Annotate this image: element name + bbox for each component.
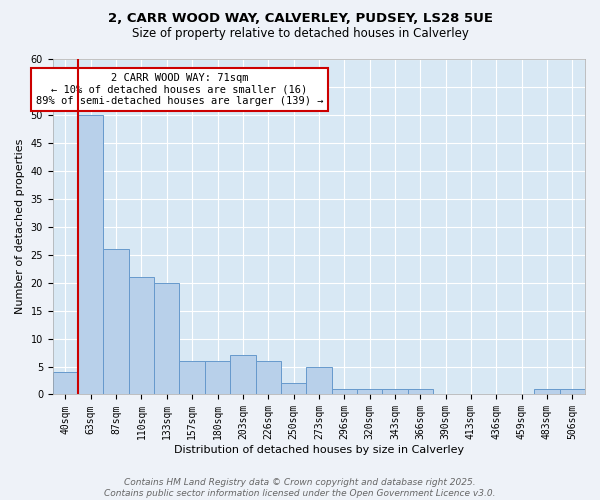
Bar [382,389,407,394]
Bar [535,389,560,394]
Text: 2, CARR WOOD WAY, CALVERLEY, PUDSEY, LS28 5UE: 2, CARR WOOD WAY, CALVERLEY, PUDSEY, LS2… [107,12,493,26]
Bar [560,389,585,394]
Bar [179,361,205,394]
Text: Size of property relative to detached houses in Calverley: Size of property relative to detached ho… [131,28,469,40]
Bar [332,389,357,394]
Text: 2 CARR WOOD WAY: 71sqm
← 10% of detached houses are smaller (16)
89% of semi-det: 2 CARR WOOD WAY: 71sqm ← 10% of detached… [36,73,323,106]
X-axis label: Distribution of detached houses by size in Calverley: Distribution of detached houses by size … [174,445,464,455]
Bar [230,356,256,395]
Bar [306,366,332,394]
Bar [154,282,179,395]
Bar [407,389,433,394]
Bar [78,115,103,394]
Bar [256,361,281,394]
Bar [357,389,382,394]
Bar [129,277,154,394]
Text: Contains HM Land Registry data © Crown copyright and database right 2025.
Contai: Contains HM Land Registry data © Crown c… [104,478,496,498]
Bar [53,372,78,394]
Bar [205,361,230,394]
Bar [281,384,306,394]
Bar [103,249,129,394]
Y-axis label: Number of detached properties: Number of detached properties [15,139,25,314]
